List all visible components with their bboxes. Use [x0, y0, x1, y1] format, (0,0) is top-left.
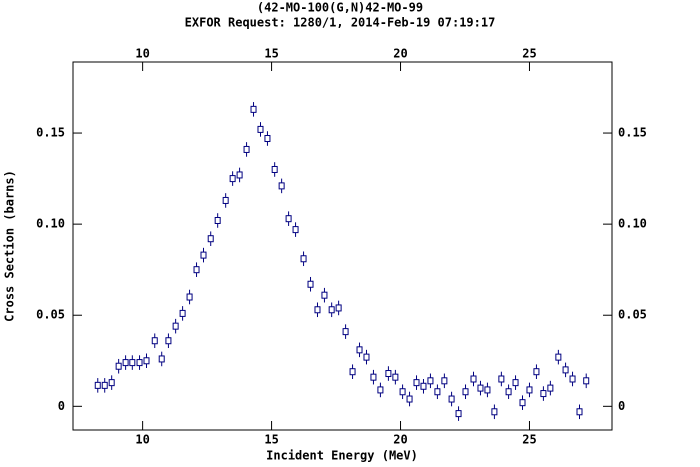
data-point: [540, 390, 547, 398]
data-point: [363, 353, 370, 361]
plot-frame: [72, 61, 613, 431]
data-point: [214, 216, 221, 224]
x-tick-label: 15: [264, 433, 278, 447]
x-tick-label: 10: [135, 433, 149, 447]
data-point: [136, 359, 143, 367]
data-point: [377, 386, 384, 394]
data-point: [143, 357, 150, 365]
data-point: [278, 182, 285, 190]
data-point: [193, 266, 200, 274]
data-point: [477, 384, 484, 392]
y-tick-label-right: 0.15: [618, 126, 647, 140]
data-point: [335, 304, 342, 312]
x-tick-label-top: 25: [522, 47, 536, 61]
data-point: [342, 328, 349, 336]
y-tick-label: 0: [58, 399, 65, 413]
data-point: [484, 386, 491, 394]
data-point: [576, 408, 583, 416]
data-point: [200, 251, 207, 259]
data-point: [505, 388, 512, 396]
data-point: [271, 165, 278, 173]
x-tick-label: 20: [393, 433, 407, 447]
data-point: [264, 135, 271, 143]
data-point: [307, 280, 314, 288]
data-point: [526, 386, 533, 394]
data-point: [129, 359, 136, 367]
chart-title: (42-MO-100(G,N)42-MO-99: [257, 1, 423, 15]
data-point: [555, 353, 562, 361]
data-point: [122, 359, 129, 367]
data-point: [108, 379, 115, 387]
chart-subtitle: EXFOR Request: 1280/1, 2014-Feb-19 07:19…: [185, 16, 496, 30]
y-tick-label: 0.15: [36, 126, 65, 140]
data-point: [547, 384, 554, 392]
data-point: [236, 171, 243, 179]
data-point: [250, 105, 257, 113]
data-point: [399, 388, 406, 396]
data-point: [434, 388, 441, 396]
data-point: [94, 381, 101, 389]
data-point: [179, 309, 186, 317]
x-tick-label-top: 20: [393, 47, 407, 61]
data-point: [392, 373, 399, 381]
data-point: [569, 375, 576, 383]
data-point: [470, 375, 477, 383]
data-point: [321, 291, 328, 299]
data-point: [533, 368, 540, 376]
data-point: [285, 215, 292, 223]
data-point: [328, 306, 335, 314]
data-point: [583, 377, 590, 385]
data-point: [385, 370, 392, 378]
data-point: [115, 362, 122, 370]
data-point: [370, 373, 377, 381]
x-axis-label: Incident Energy (MeV): [266, 449, 418, 463]
x-tick-label-top: 10: [135, 47, 149, 61]
data-point: [441, 377, 448, 385]
y-axis-label: Cross Section (barns): [3, 170, 17, 322]
data-point: [172, 322, 179, 330]
data-point: [222, 196, 229, 204]
y-tick-label: 0.10: [36, 217, 65, 231]
data-point: [519, 399, 526, 407]
data-point: [257, 125, 264, 133]
data-point: [413, 379, 420, 387]
data-point: [427, 377, 434, 385]
x-tick-label: 25: [522, 433, 536, 447]
data-point: [229, 175, 236, 183]
data-point: [243, 145, 250, 153]
data-point: [512, 379, 519, 387]
y-tick-label-right: 0.05: [618, 308, 647, 322]
data-point: [562, 366, 569, 374]
data-point: [292, 226, 299, 234]
data-point: [207, 235, 214, 243]
data-point: [151, 337, 158, 345]
data-point: [462, 388, 469, 396]
data-point: [455, 410, 462, 418]
data-point: [349, 368, 356, 376]
data-point: [300, 255, 307, 263]
data-point: [186, 293, 193, 301]
x-tick-label-top: 15: [264, 47, 278, 61]
data-point: [101, 381, 108, 389]
data-point: [158, 355, 165, 363]
y-tick-label-right: 0.10: [618, 217, 647, 231]
data-point: [420, 382, 427, 390]
data-point: [498, 375, 505, 383]
data-point: [491, 408, 498, 416]
data-point: [314, 306, 321, 314]
data-point: [356, 346, 363, 354]
y-tick-label: 0.05: [36, 308, 65, 322]
data-point: [448, 395, 455, 403]
data-point: [165, 337, 172, 345]
y-tick-label-right: 0: [618, 399, 625, 413]
data-point: [406, 395, 413, 403]
